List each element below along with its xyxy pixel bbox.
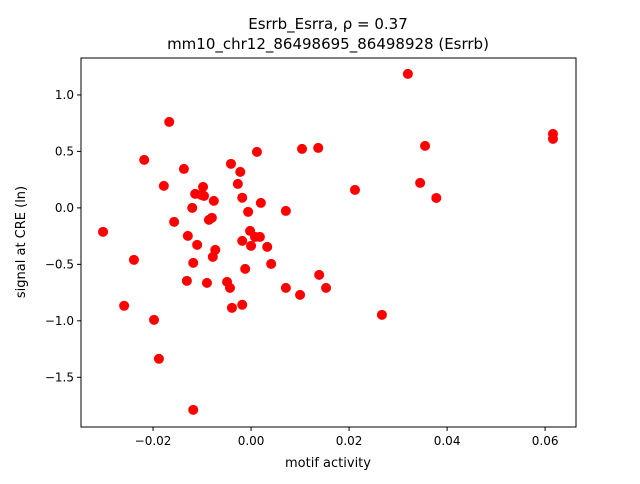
data-point — [246, 240, 257, 251]
data-point — [198, 181, 209, 192]
x-axis: −0.02 0.00 0.02 0.04 0.06 — [135, 427, 559, 448]
data-point — [321, 282, 332, 293]
data-point — [240, 263, 251, 274]
data-point — [431, 192, 442, 203]
data-point — [224, 282, 235, 293]
data-point — [187, 202, 198, 213]
data-point — [266, 258, 277, 269]
data-point — [149, 314, 160, 325]
data-point — [98, 226, 109, 237]
data-point — [314, 269, 325, 280]
y-tick-label: 0.5 — [55, 144, 74, 158]
data-point — [232, 178, 243, 189]
y-tick-label: 1.0 — [55, 88, 74, 102]
data-point — [237, 299, 248, 310]
data-point — [254, 231, 265, 242]
y-axis: 1.0 0.5 0.0 −0.5 −1.0 −1.5 — [45, 88, 81, 384]
data-point — [169, 216, 180, 227]
data-point — [164, 116, 175, 127]
data-point — [208, 195, 219, 206]
data-point — [262, 241, 273, 252]
data-point — [188, 257, 199, 268]
data-point — [376, 309, 387, 320]
data-point — [139, 154, 150, 165]
data-point — [295, 289, 306, 300]
data-point — [243, 206, 254, 217]
data-point — [178, 163, 189, 174]
data-point — [158, 180, 169, 191]
data-point — [235, 166, 246, 177]
data-point — [280, 282, 291, 293]
plot-frame — [80, 57, 577, 428]
chart-title-line1: Esrrb_Esrra, ρ = 0.37 — [248, 15, 408, 34]
data-point — [206, 212, 217, 223]
data-point — [280, 205, 291, 216]
data-point — [181, 275, 192, 286]
y-tick-label: −1.5 — [45, 370, 74, 384]
data-point — [153, 353, 164, 364]
y-tick-label: −1.0 — [45, 314, 74, 328]
points-layer — [98, 68, 558, 415]
data-point — [119, 300, 130, 311]
data-point — [226, 302, 237, 313]
data-point — [237, 235, 248, 246]
data-point — [201, 277, 212, 288]
data-point — [349, 184, 360, 195]
y-axis-label: signal at CRE (ln) — [14, 186, 29, 298]
data-point — [251, 146, 262, 157]
x-axis-label: motif activity — [285, 456, 371, 471]
data-point — [313, 142, 324, 153]
x-tick-label: 0.04 — [434, 434, 461, 448]
data-point — [182, 230, 193, 241]
data-point — [237, 192, 248, 203]
chart-title-line2: mm10_chr12_86498695_86498928 (Esrrb) — [167, 35, 489, 54]
data-point — [255, 197, 266, 208]
data-point — [192, 239, 203, 250]
x-tick-label: 0.00 — [238, 434, 265, 448]
data-point — [415, 177, 426, 188]
data-point — [402, 68, 413, 79]
data-point — [128, 254, 139, 265]
data-point — [199, 190, 210, 201]
data-point — [188, 404, 199, 415]
y-tick-label: 0.0 — [55, 201, 74, 215]
x-tick-label: 0.06 — [532, 434, 559, 448]
data-point — [420, 140, 431, 151]
x-tick-label: 0.02 — [336, 434, 363, 448]
data-point — [297, 143, 308, 154]
data-point — [210, 244, 221, 255]
data-point — [225, 158, 236, 169]
x-tick-label: −0.02 — [135, 434, 172, 448]
y-tick-label: −0.5 — [45, 257, 74, 271]
data-point — [547, 133, 558, 144]
